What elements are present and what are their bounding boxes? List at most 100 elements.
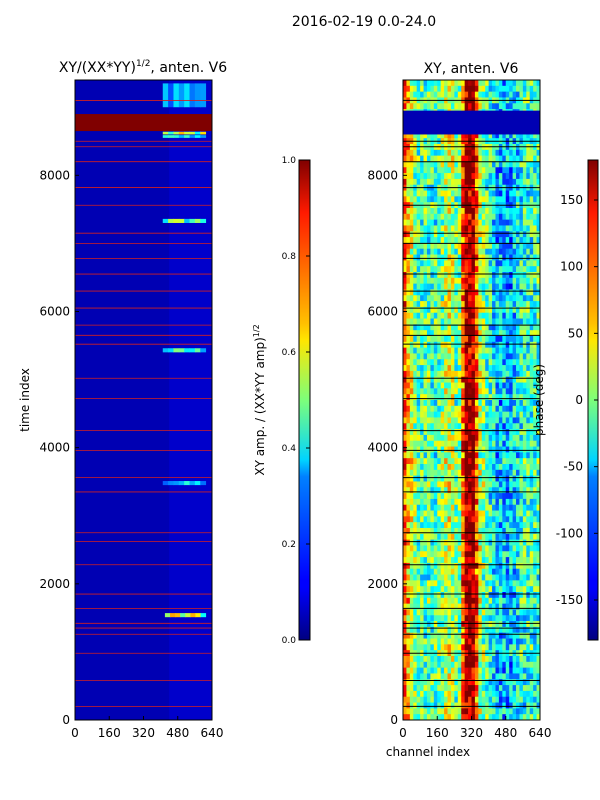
phase-cell bbox=[416, 167, 421, 174]
phase-cell bbox=[447, 173, 452, 180]
phase-cell bbox=[529, 597, 534, 605]
amplitude-y-axis-label: time index bbox=[18, 368, 32, 432]
phase-cell bbox=[498, 638, 503, 645]
phase-cell bbox=[403, 359, 407, 366]
phase-cell bbox=[516, 237, 520, 244]
phase-cell bbox=[437, 318, 442, 325]
phase-cell bbox=[413, 225, 418, 232]
phase-cell bbox=[440, 225, 445, 232]
phase-cell bbox=[457, 557, 462, 564]
phase-cell bbox=[478, 248, 483, 255]
phase-cell bbox=[457, 330, 462, 337]
phase-cell bbox=[457, 498, 462, 506]
phase-cell bbox=[529, 661, 534, 669]
phase-cell bbox=[426, 621, 431, 628]
phase-cell bbox=[512, 161, 517, 168]
phase-cell bbox=[440, 149, 445, 157]
phase-cell bbox=[426, 702, 431, 709]
phase-cell bbox=[426, 690, 431, 698]
phase-cell bbox=[447, 574, 452, 581]
phase-cell bbox=[478, 562, 483, 570]
phase-cell bbox=[481, 696, 486, 703]
phase-cell bbox=[457, 580, 462, 587]
phase-cell bbox=[409, 562, 414, 570]
phase-cell bbox=[519, 429, 524, 436]
phase-cell bbox=[478, 295, 483, 302]
phase-cell bbox=[485, 173, 490, 180]
phase-cell bbox=[512, 347, 517, 354]
phase-cell bbox=[529, 458, 534, 465]
phase-cell bbox=[416, 353, 421, 360]
phase-cell bbox=[433, 423, 438, 430]
phase-cell bbox=[526, 336, 531, 343]
phase-cell bbox=[406, 696, 411, 703]
phase-cell bbox=[533, 318, 537, 325]
phase-cell bbox=[454, 324, 459, 331]
phase-cell bbox=[519, 132, 524, 139]
phase-cell bbox=[512, 336, 517, 343]
phase-cell bbox=[444, 336, 448, 343]
phase-cell bbox=[406, 661, 411, 669]
phase-cell bbox=[509, 196, 513, 203]
phase-cell bbox=[437, 586, 442, 593]
phase-cell bbox=[406, 248, 411, 255]
phase-cell bbox=[403, 283, 407, 290]
phase-cell bbox=[498, 446, 503, 453]
phase-cell bbox=[512, 621, 517, 628]
phase-cell bbox=[512, 562, 517, 570]
phase-cell bbox=[488, 388, 493, 395]
amplitude-bright-cell bbox=[184, 83, 191, 108]
phase-cell bbox=[526, 714, 531, 721]
phase-cell bbox=[529, 208, 534, 215]
phase-cell bbox=[406, 242, 411, 250]
phase-cell bbox=[468, 161, 472, 168]
phase-cell bbox=[406, 173, 411, 180]
phase-cell bbox=[512, 178, 517, 186]
phase-cell bbox=[409, 522, 414, 529]
amplitude-bright-cell bbox=[162, 135, 169, 138]
phase-cell bbox=[485, 400, 490, 407]
phase-cell bbox=[440, 405, 445, 413]
phase-cell bbox=[526, 225, 531, 232]
phase-cell bbox=[413, 714, 418, 721]
phase-cell bbox=[498, 161, 503, 168]
phase-cell bbox=[485, 702, 490, 709]
phase-cell bbox=[471, 190, 476, 197]
phase-cell bbox=[533, 237, 537, 244]
phase-cell bbox=[533, 301, 537, 308]
phase-cell bbox=[488, 522, 493, 529]
phase-cell bbox=[433, 656, 438, 663]
phase-cell bbox=[447, 161, 452, 168]
phase-cell bbox=[488, 685, 493, 692]
phase-cell bbox=[413, 702, 418, 709]
phase-cell bbox=[420, 85, 424, 93]
phase-cell bbox=[522, 562, 527, 570]
phase-cell bbox=[529, 91, 534, 98]
phase-cell bbox=[406, 417, 411, 424]
phase-cell bbox=[403, 493, 407, 500]
phase-cell bbox=[478, 405, 483, 413]
phase-cell bbox=[423, 440, 428, 447]
phase-cell bbox=[505, 306, 510, 314]
phase-cell bbox=[420, 178, 424, 186]
phase-cell bbox=[468, 481, 472, 488]
phase-cell bbox=[403, 353, 407, 360]
phase-cell bbox=[529, 423, 534, 430]
phase-cell bbox=[478, 341, 483, 349]
phase-cell bbox=[464, 394, 469, 401]
phase-cell bbox=[492, 132, 496, 139]
phase-cell bbox=[485, 487, 490, 494]
amplitude-title-main: XY/(XX*YY) bbox=[59, 60, 136, 76]
phase-cell bbox=[488, 446, 493, 453]
phase-cell bbox=[516, 440, 520, 447]
phase-cell bbox=[505, 225, 510, 232]
phase-cell bbox=[461, 487, 466, 494]
phase-cell bbox=[485, 469, 490, 477]
phase-cell bbox=[492, 696, 496, 703]
phase-cell bbox=[471, 394, 476, 401]
phase-cell bbox=[495, 237, 500, 244]
phase-cell bbox=[454, 382, 459, 389]
amplitude-bright-cell bbox=[162, 348, 169, 353]
phase-cell bbox=[529, 417, 534, 424]
phase-cell bbox=[461, 231, 466, 238]
